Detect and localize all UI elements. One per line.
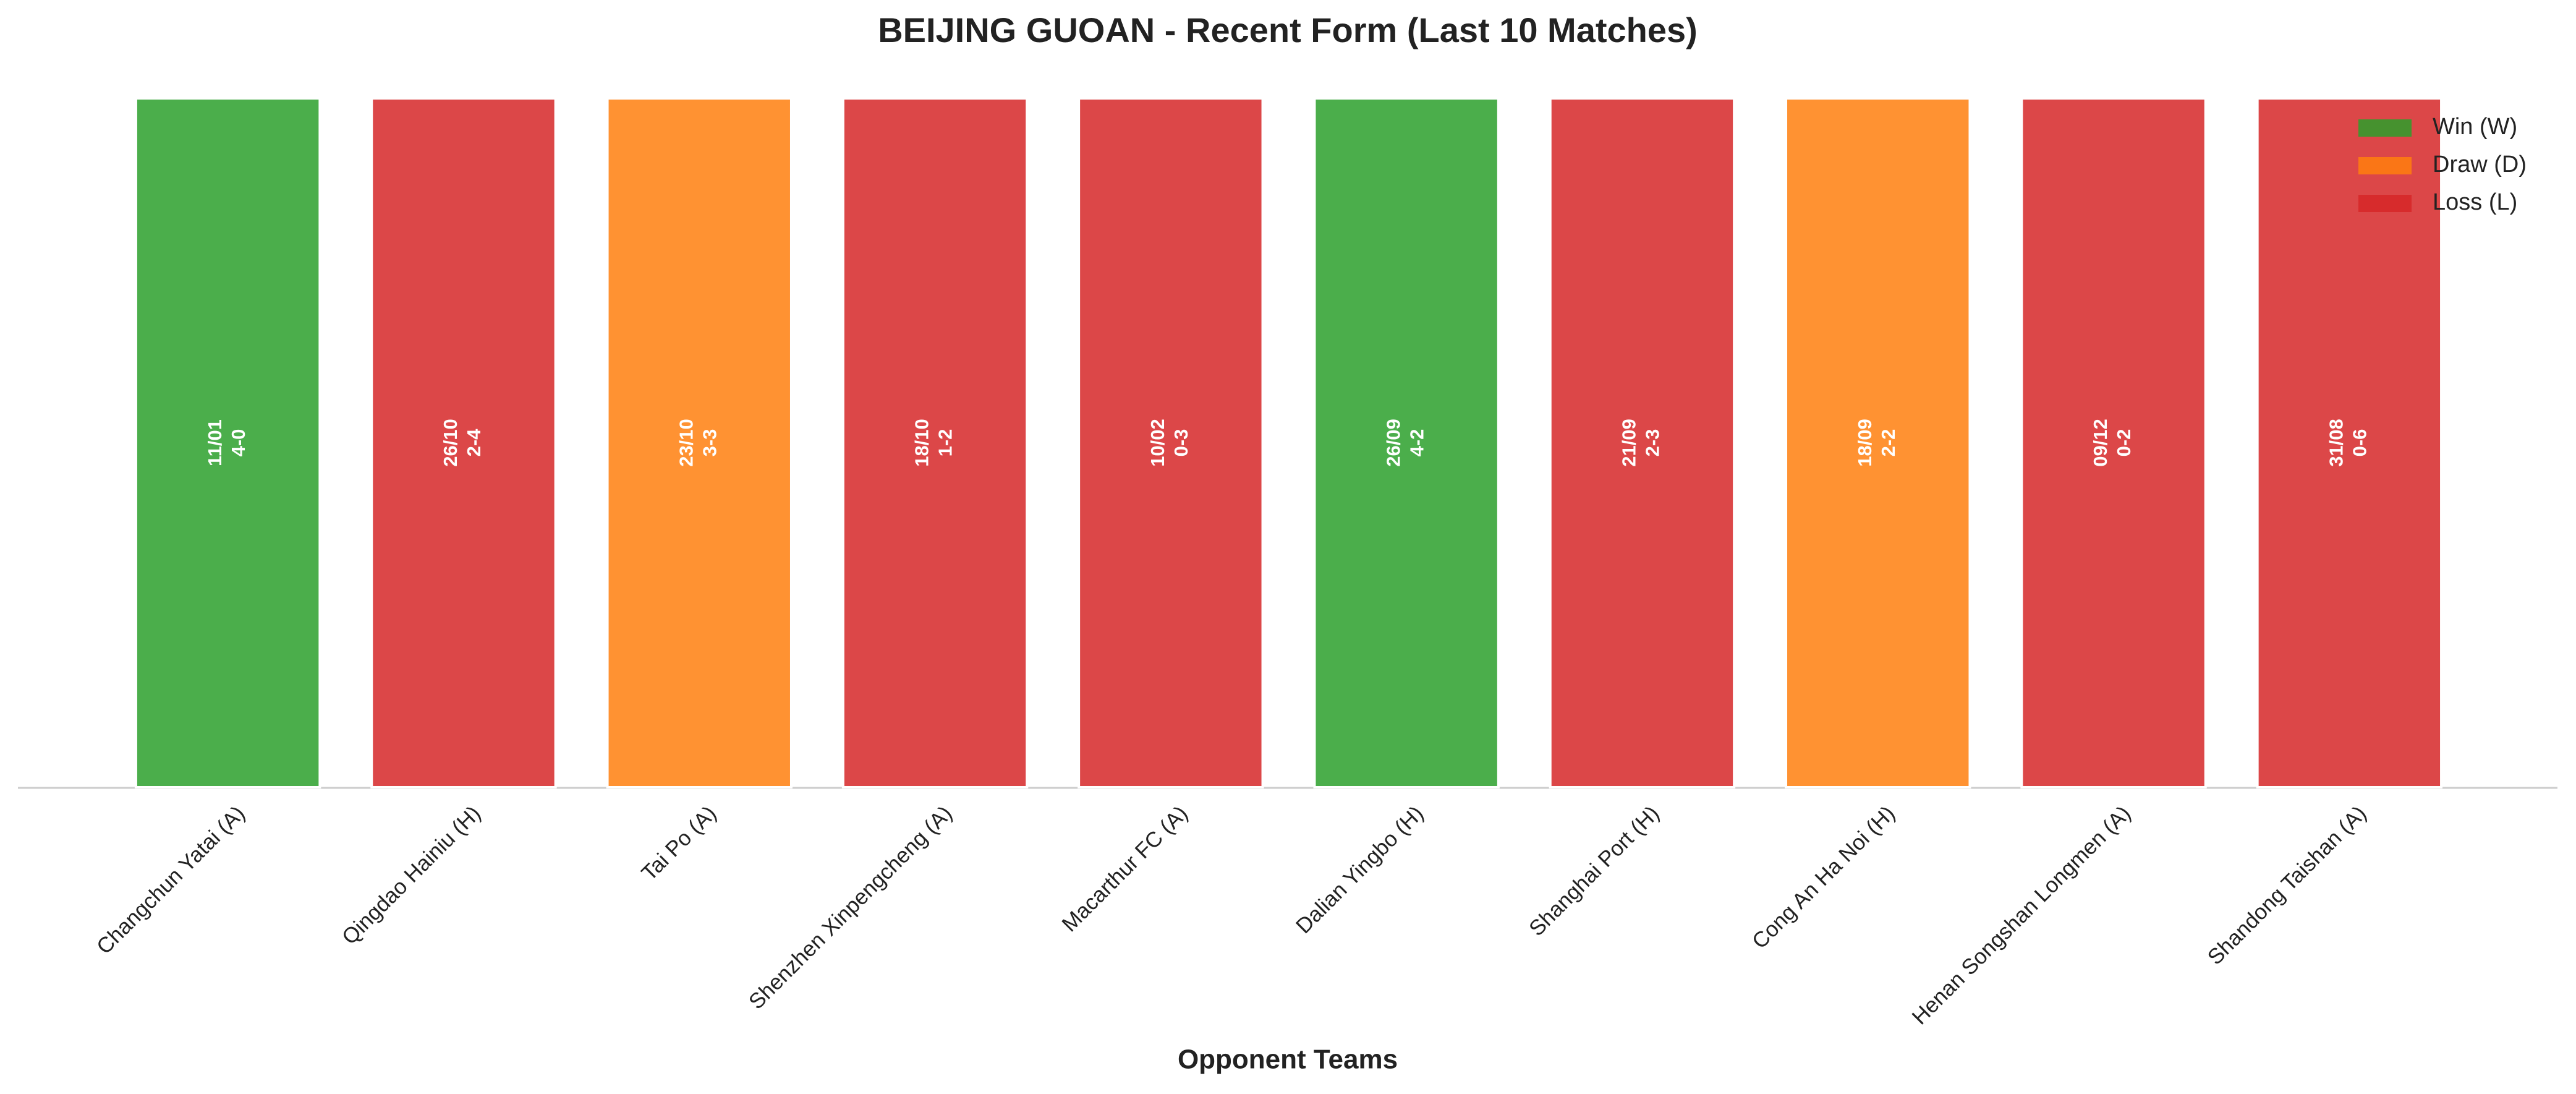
match-date: 10/02: [1147, 419, 1168, 467]
bar: [1313, 97, 1500, 788]
legend-label: Draw (D): [2433, 152, 2527, 177]
bar: [606, 97, 793, 788]
legend-swatch: [2358, 119, 2412, 137]
match-score: 2-4: [463, 429, 485, 457]
x-tick-label: Qingdao Hainiu (H): [338, 801, 485, 949]
x-tick-label: Tai Po (A): [637, 801, 721, 886]
bar: [1549, 97, 1736, 788]
match-date: 11/01: [204, 419, 226, 466]
x-tick-label: Cong An Ha Noi (H): [1748, 801, 1900, 954]
match-date: 23/10: [675, 419, 697, 467]
match-score: 2-2: [1877, 429, 1899, 457]
bar: [370, 97, 557, 788]
bar: [134, 97, 321, 788]
x-tick-label: Shanghai Port (H): [1524, 801, 1664, 941]
match-date: 21/09: [1618, 419, 1640, 467]
bar: [2020, 97, 2207, 788]
x-tick-label: Macarthur FC (A): [1057, 801, 1192, 937]
x-tick-label: Changchun Yatai (A): [92, 801, 250, 959]
match-score: 2-3: [1642, 429, 1664, 457]
match-score: 1-2: [935, 429, 956, 457]
match-score: 0-3: [1170, 429, 1192, 457]
bar: [1078, 97, 1264, 788]
match-date: 18/10: [911, 419, 933, 467]
match-score: 3-3: [699, 429, 720, 457]
bar: [841, 97, 1029, 788]
bar: [1785, 97, 1971, 788]
match-score: 0-2: [2113, 429, 2135, 457]
x-tick-label: Henan Songshan Longmen (A): [1907, 801, 2135, 1030]
match-score: 4-0: [227, 429, 249, 457]
match-date: 09/12: [2089, 419, 2111, 467]
match-date: 18/09: [1854, 419, 1876, 467]
legend-label: Loss (L): [2433, 189, 2517, 215]
x-tick-label: Shandong Taishan (A): [2203, 801, 2371, 970]
match-date: 26/10: [440, 419, 461, 467]
x-axis-label: Opponent Teams: [1178, 1045, 1398, 1075]
match-date: 31/08: [2326, 419, 2347, 467]
legend-swatch: [2358, 195, 2412, 212]
match-score: 4-2: [1406, 429, 1427, 457]
chart-title: BEIJING GUOAN - Recent Form (Last 10 Mat…: [878, 11, 1698, 49]
match-score: 0-6: [2349, 429, 2371, 457]
legend-swatch: [2358, 157, 2412, 174]
legend-label: Win (W): [2433, 114, 2517, 140]
match-date: 26/09: [1382, 419, 1404, 467]
x-tick-label: Dalian Yingbo (H): [1291, 801, 1429, 939]
bar: [2256, 97, 2443, 788]
x-tick-label: Shenzhen Xinpengcheng (A): [744, 801, 957, 1014]
